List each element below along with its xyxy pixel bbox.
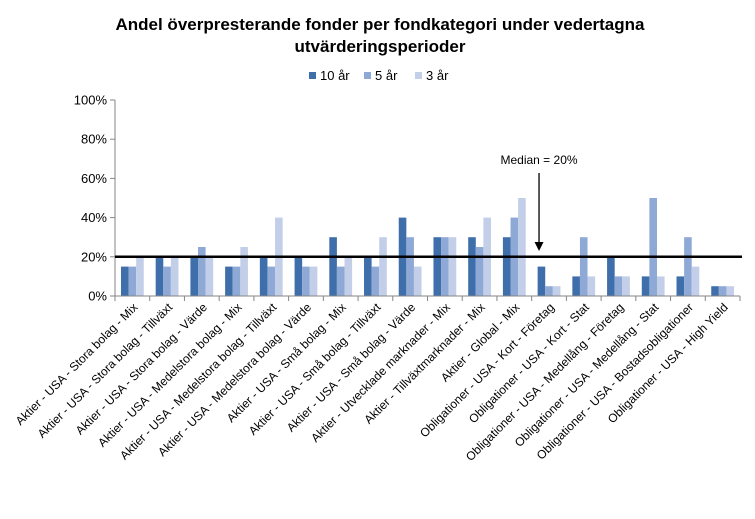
bar <box>294 256 303 296</box>
bar <box>225 266 233 296</box>
x-tick-label: Aktier - USA - Stora bolag - Mix <box>13 300 141 428</box>
bar <box>267 266 276 296</box>
bar <box>622 276 630 296</box>
bar <box>371 266 380 296</box>
bar <box>684 237 692 296</box>
y-tick-label: 60% <box>81 171 107 186</box>
bar <box>537 266 546 296</box>
bar <box>502 237 511 296</box>
legend: 10 år 5 år 3 år <box>309 68 449 83</box>
bar <box>364 256 372 296</box>
bar <box>587 276 596 296</box>
bar <box>656 276 665 296</box>
bar <box>711 286 719 296</box>
bar <box>136 256 144 296</box>
bar <box>163 266 171 296</box>
bar <box>379 237 387 296</box>
bar <box>406 237 414 296</box>
bar <box>336 266 345 296</box>
y-tick-label: 40% <box>81 210 107 225</box>
legend-label: 3 år <box>426 68 449 83</box>
y-axis: 0% 20% 40% 60% 80% 100% <box>74 93 116 304</box>
bar <box>344 256 353 296</box>
bar <box>726 286 735 296</box>
bar <box>614 276 623 296</box>
bar <box>545 286 553 296</box>
bar <box>475 247 484 296</box>
bar <box>259 256 268 296</box>
bar <box>448 237 457 296</box>
bar <box>607 256 615 296</box>
x-axis: Aktier - USA - Stora bolag - Mix Aktier -… <box>13 295 741 464</box>
legend-swatch <box>309 72 316 79</box>
bar <box>120 266 129 296</box>
legend-label: 5 år <box>375 68 398 83</box>
bar <box>718 286 727 296</box>
legend-swatch <box>364 72 371 79</box>
median-line-group: Median = 20% <box>115 153 742 259</box>
bar <box>240 247 248 296</box>
y-tick-label: 100% <box>74 93 108 108</box>
bar <box>518 198 526 296</box>
bar <box>552 286 561 296</box>
bar <box>309 266 318 296</box>
bar <box>433 237 442 296</box>
bar <box>468 237 476 296</box>
bar <box>413 266 422 296</box>
bar <box>232 266 241 296</box>
legend-swatch <box>415 72 422 79</box>
bar <box>441 237 449 296</box>
bar <box>329 237 337 296</box>
bar <box>676 276 685 296</box>
bar <box>170 256 179 296</box>
chart-title: Andel överpresterande fonder per fondkat… <box>115 15 645 56</box>
y-tick-label: 80% <box>81 132 107 147</box>
bar <box>205 256 214 296</box>
bar <box>641 276 650 296</box>
bar <box>649 198 657 296</box>
bars <box>120 198 735 296</box>
y-tick-label: 0% <box>88 289 107 304</box>
x-tick-label: Aktier - USA - Små bolag - Värde <box>284 300 419 435</box>
y-tick-label: 20% <box>81 249 107 264</box>
bar <box>198 247 206 296</box>
bar <box>128 266 137 296</box>
bar <box>691 266 700 296</box>
bar <box>572 276 580 296</box>
legend-label: 10 år <box>320 68 350 83</box>
bar <box>190 256 199 296</box>
bar <box>155 256 164 296</box>
median-annotation: Median = 20% <box>500 153 577 167</box>
bar <box>579 237 588 296</box>
bar <box>302 266 310 296</box>
annotation-arrow-head <box>534 242 544 251</box>
